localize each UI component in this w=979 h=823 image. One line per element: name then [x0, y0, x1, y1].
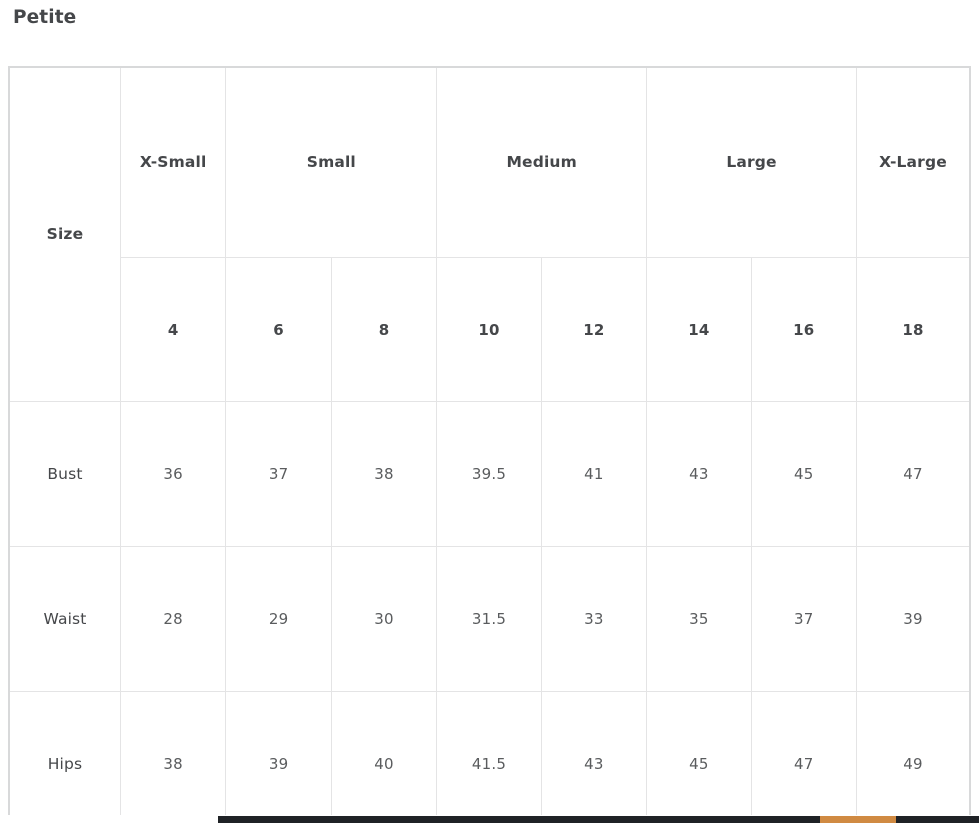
cell-waist-1: 29: [225, 546, 332, 692]
cell-waist-0: 28: [119, 546, 227, 692]
cell-waist-2: 30: [330, 546, 438, 692]
cell-bust-5: 43: [646, 401, 752, 547]
numeric-size-4: 12: [540, 257, 648, 402]
cell-bust-2: 38: [330, 401, 438, 547]
header-size-corner: Size: [8, 66, 121, 402]
group-header-x-small: X-Small: [119, 66, 227, 258]
cell-bust-1: 37: [225, 401, 332, 547]
cell-hips-1: 39: [225, 691, 332, 815]
group-header-row: Size X-Small Small Medium Large X-Large: [8, 66, 971, 402]
cell-hips-3: 41.5: [436, 691, 542, 815]
cell-waist-6: 37: [750, 546, 857, 692]
numeric-size-7: 18: [855, 257, 971, 402]
table-row: Hips 38 39 40 41.5 43 45 47 49: [8, 691, 971, 815]
group-header-small: Small: [225, 66, 438, 258]
numeric-size-0: 4: [119, 257, 227, 402]
size-chart-head: Size X-Small Small Medium Large X-Large …: [8, 66, 971, 402]
cell-bust-6: 45: [750, 401, 857, 547]
cell-hips-7: 49: [855, 691, 971, 815]
cell-hips-6: 47: [750, 691, 857, 815]
cell-bust-0: 36: [119, 401, 227, 547]
cell-waist-7: 39: [855, 546, 971, 692]
table-row: Bust 36 37 38 39.5 41 43 45 47: [8, 401, 971, 547]
numeric-size-5: 14: [646, 257, 752, 402]
row-label-bust: Bust: [8, 401, 121, 547]
table-row: Waist 28 29 30 31.5 33 35 37 39: [8, 546, 971, 692]
size-chart-scroll-container[interactable]: Size X-Small Small Medium Large X-Large …: [8, 66, 971, 815]
numeric-size-row: 4 6 8 10 12 14 16 18: [9, 257, 971, 402]
horizontal-scrollbar-track[interactable]: [218, 816, 979, 823]
cell-bust-3: 39.5: [436, 401, 542, 547]
row-label-waist: Waist: [8, 546, 121, 692]
group-header-x-large: X-Large: [855, 66, 971, 258]
cell-waist-3: 31.5: [436, 546, 542, 692]
size-chart-body: Bust 36 37 38 39.5 41 43 45 47 Waist 28 …: [8, 401, 971, 815]
cell-bust-7: 47: [855, 401, 971, 547]
cell-waist-4: 33: [540, 546, 648, 692]
row-label-hips: Hips: [8, 691, 121, 815]
cell-hips-0: 38: [119, 691, 227, 815]
numeric-size-2: 8: [330, 257, 438, 402]
numeric-size-1: 6: [225, 257, 332, 402]
size-chart-table: Size X-Small Small Medium Large X-Large …: [8, 66, 971, 815]
cell-hips-5: 45: [646, 691, 752, 815]
cell-hips-2: 40: [330, 691, 438, 815]
cell-waist-5: 35: [646, 546, 752, 692]
numeric-size-6: 16: [750, 257, 857, 402]
group-header-large: Large: [646, 66, 857, 258]
cell-hips-4: 43: [540, 691, 648, 815]
numeric-size-3: 10: [436, 257, 542, 402]
group-header-medium: Medium: [436, 66, 648, 258]
page-title: Petite: [13, 7, 77, 28]
cell-bust-4: 41: [540, 401, 648, 547]
horizontal-scrollbar-thumb[interactable]: [820, 816, 896, 823]
